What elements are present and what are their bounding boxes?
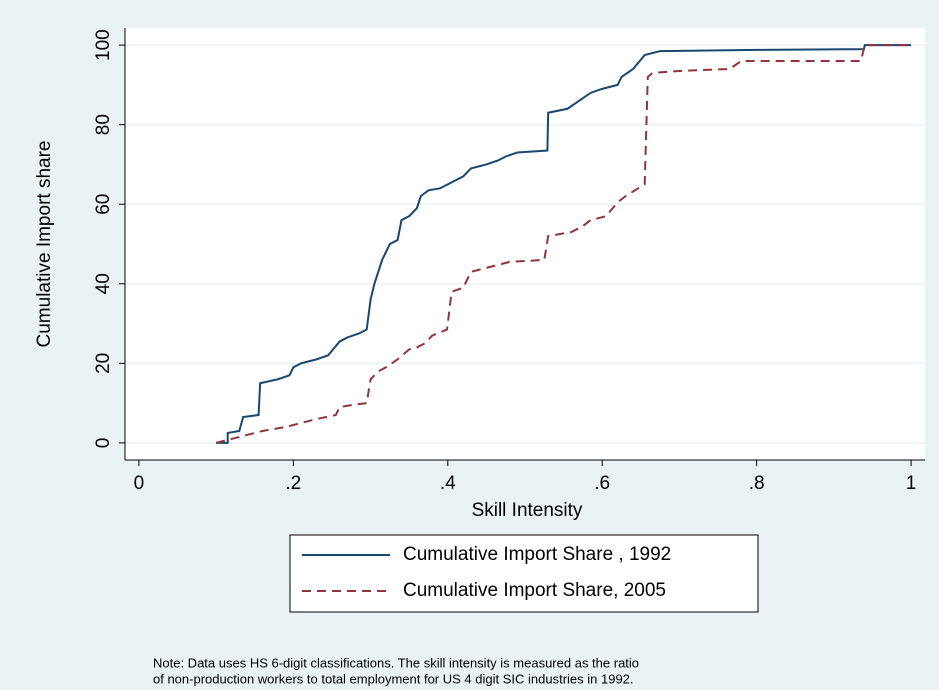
x-tick-label: .8	[749, 473, 765, 494]
series-line	[215, 44, 912, 444]
y-axis-title: Cumulative Import share	[34, 141, 55, 348]
plot-area	[125, 28, 925, 460]
x-tick-label: 1	[906, 473, 917, 494]
x-axis-title: Skill Intensity	[472, 500, 583, 521]
y-tick-label: 40	[93, 273, 114, 294]
y-tick-label: 100	[93, 29, 114, 61]
x-tick-label: .4	[440, 473, 456, 494]
series-line	[216, 44, 912, 444]
x-tick-label: .6	[594, 473, 610, 494]
y-tick-label: 80	[93, 114, 114, 135]
legend	[289, 534, 759, 613]
legend-label: Cumulative Import Share , 1992	[403, 544, 671, 565]
note: of non-production workers to total emplo…	[153, 671, 634, 686]
x-tick-label: 0	[134, 473, 145, 494]
x-tick-label: .2	[285, 473, 301, 494]
note: Note: Data uses HS 6-digit classificatio…	[153, 655, 639, 670]
y-tick-label: 60	[93, 194, 114, 215]
y-tick-label: 0	[93, 438, 114, 449]
legend-label: Cumulative Import Share, 2005	[403, 580, 666, 601]
y-tick-label: 20	[93, 353, 114, 374]
